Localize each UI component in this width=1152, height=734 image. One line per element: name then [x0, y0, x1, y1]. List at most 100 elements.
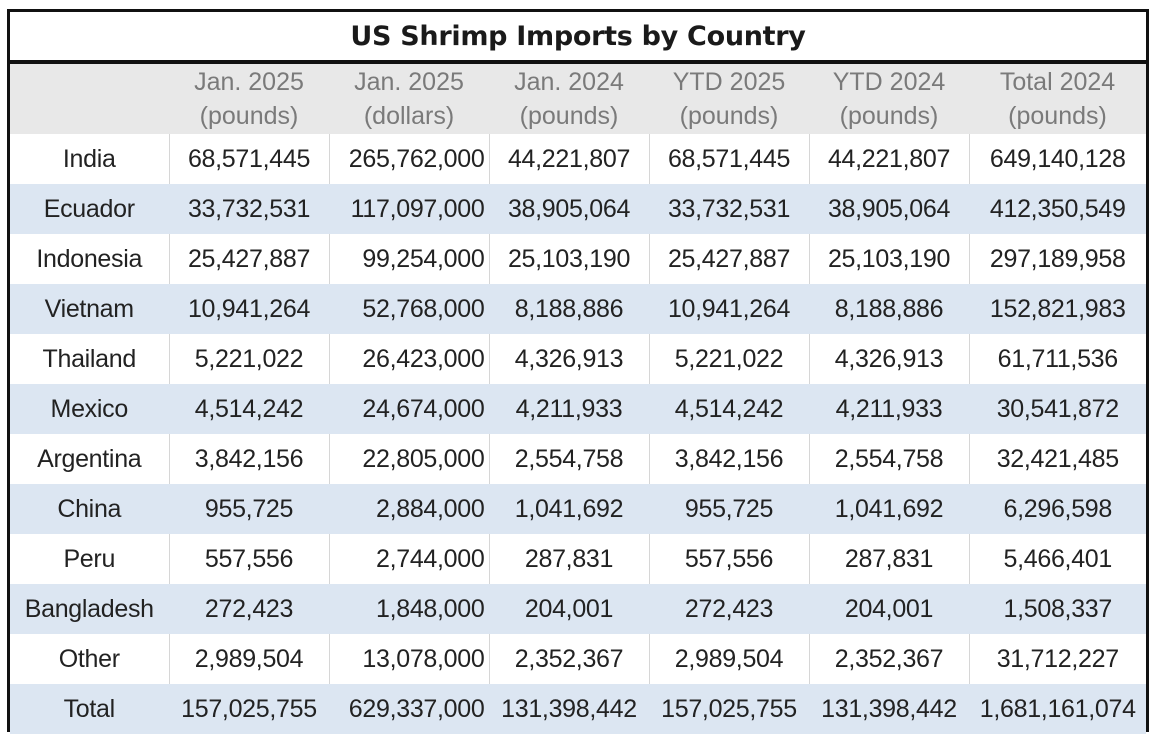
cell-jan2024-pounds: 25,103,190	[488, 234, 649, 284]
cell-ytd2025-pounds: 10,941,264	[648, 284, 809, 334]
header-jan2025-dollars: Jan. 2025 (dollars)	[329, 64, 489, 134]
total-row: Total 157,025,755 629,337,000 131,398,442 15…	[10, 684, 1146, 734]
cell-jan2024-pounds: 4,326,913	[488, 334, 649, 384]
shrimp-imports-table-frame: US Shrimp Imports by Country Jan. 2025 (p…	[7, 9, 1149, 734]
cell-ytd2024-pounds: 287,831	[808, 534, 969, 584]
header-row: Jan. 2025 (pounds) Jan. 2025 (dollars) Jan…	[10, 64, 1146, 134]
cell-country: Ecuador	[10, 184, 169, 234]
table-row: Peru 557,556 2,744,000 287,831 557,556 287,83…	[10, 534, 1146, 584]
cell-jan2024-pounds: 4,211,933	[488, 384, 649, 434]
cell-ytd2025-pounds: 5,221,022	[648, 334, 809, 384]
cell-jan2025-pounds: 68,571,445	[168, 134, 329, 184]
table-row: India 68,571,445 265,762,000 44,221,807 68,5…	[10, 134, 1146, 184]
cell-total2024-pounds: 31,712,227	[968, 634, 1146, 684]
cell-jan2025-dollars: 26,423,000	[328, 334, 489, 384]
cell-jan2025-pounds: 3,842,156	[168, 434, 329, 484]
cell-jan2025-dollars: 52,768,000	[328, 284, 489, 334]
cell-jan2025-dollars: 24,674,000	[328, 384, 489, 434]
cell-ytd2024-pounds: 4,326,913	[808, 334, 969, 384]
header-ytd2025-pounds: YTD 2025 (pounds)	[649, 64, 809, 134]
cell-ytd2024-pounds: 44,221,807	[808, 134, 969, 184]
table-title: US Shrimp Imports by Country	[10, 12, 1146, 64]
table-row: China 955,725 2,884,000 1,041,692 955,725 1,0…	[10, 484, 1146, 534]
imports-table: Jan. 2025 (pounds) Jan. 2025 (dollars) Jan…	[10, 64, 1146, 734]
cell-ytd2025-pounds: 955,725	[648, 484, 809, 534]
cell-jan2024-pounds: 2,554,758	[488, 434, 649, 484]
cell-jan2025-pounds: 2,989,504	[168, 634, 329, 684]
cell-ytd2025-pounds: 3,842,156	[648, 434, 809, 484]
cell-jan2025-pounds: 10,941,264	[168, 284, 329, 334]
table-body: India 68,571,445 265,762,000 44,221,807 68,5…	[10, 134, 1146, 734]
cell-ytd2025-pounds: 4,514,242	[648, 384, 809, 434]
table-row: Mexico 4,514,242 24,674,000 4,211,933 4,514,…	[10, 384, 1146, 434]
cell-country: Argentina	[10, 434, 169, 484]
cell-ytd2024-pounds: 131,398,442	[808, 684, 969, 734]
cell-total2024-pounds: 649,140,128	[968, 134, 1146, 184]
cell-total2024-pounds: 412,350,549	[968, 184, 1146, 234]
cell-total2024-pounds: 32,421,485	[968, 434, 1146, 484]
cell-jan2025-dollars: 13,078,000	[328, 634, 489, 684]
cell-total2024-pounds: 6,296,598	[968, 484, 1146, 534]
cell-ytd2025-pounds: 272,423	[648, 584, 809, 634]
cell-jan2025-pounds: 33,732,531	[168, 184, 329, 234]
cell-country: Mexico	[10, 384, 169, 434]
cell-jan2025-dollars: 2,744,000	[328, 534, 489, 584]
cell-jan2024-pounds: 44,221,807	[488, 134, 649, 184]
cell-country: Indonesia	[10, 234, 169, 284]
cell-jan2025-dollars: 1,848,000	[328, 584, 489, 634]
cell-jan2024-pounds: 8,188,886	[488, 284, 649, 334]
header-ytd2024-pounds: YTD 2024 (pounds)	[809, 64, 969, 134]
table-row: Argentina 3,842,156 22,805,000 2,554,758 3,8…	[10, 434, 1146, 484]
cell-ytd2024-pounds: 4,211,933	[808, 384, 969, 434]
cell-jan2024-pounds: 1,041,692	[488, 484, 649, 534]
cell-country: Peru	[10, 534, 169, 584]
cell-jan2024-pounds: 38,905,064	[488, 184, 649, 234]
cell-country: India	[10, 134, 169, 184]
cell-jan2024-pounds: 204,001	[488, 584, 649, 634]
header-jan2024-pounds: Jan. 2024 (pounds)	[489, 64, 649, 134]
cell-ytd2025-pounds: 557,556	[648, 534, 809, 584]
cell-total2024-pounds: 1,681,161,074	[968, 684, 1146, 734]
cell-total2024-pounds: 61,711,536	[968, 334, 1146, 384]
table-row: Other 2,989,504 13,078,000 2,352,367 2,989,5…	[10, 634, 1146, 684]
table-row: Indonesia 25,427,887 99,254,000 25,103,190 2…	[10, 234, 1146, 284]
cell-country: China	[10, 484, 169, 534]
cell-jan2025-dollars: 265,762,000	[328, 134, 489, 184]
header-country	[10, 64, 169, 134]
cell-total2024-pounds: 1,508,337	[968, 584, 1146, 634]
header-total2024-pounds: Total 2024 (pounds)	[969, 64, 1146, 134]
cell-jan2025-dollars: 117,097,000	[328, 184, 489, 234]
cell-total2024-pounds: 297,189,958	[968, 234, 1146, 284]
cell-country: Thailand	[10, 334, 169, 384]
cell-jan2025-dollars: 99,254,000	[328, 234, 489, 284]
cell-country: Other	[10, 634, 169, 684]
cell-ytd2024-pounds: 2,352,367	[808, 634, 969, 684]
header-jan2025-pounds: Jan. 2025 (pounds)	[169, 64, 329, 134]
cell-ytd2024-pounds: 2,554,758	[808, 434, 969, 484]
cell-jan2025-pounds: 955,725	[168, 484, 329, 534]
cell-jan2025-pounds: 5,221,022	[168, 334, 329, 384]
cell-jan2025-pounds: 557,556	[168, 534, 329, 584]
cell-jan2025-pounds: 272,423	[168, 584, 329, 634]
cell-total2024-pounds: 5,466,401	[968, 534, 1146, 584]
table-row: Bangladesh 272,423 1,848,000 204,001 272,423…	[10, 584, 1146, 634]
cell-ytd2024-pounds: 204,001	[808, 584, 969, 634]
cell-ytd2024-pounds: 25,103,190	[808, 234, 969, 284]
cell-jan2024-pounds: 287,831	[488, 534, 649, 584]
table-row: Vietnam 10,941,264 52,768,000 8,188,886 10,9…	[10, 284, 1146, 334]
cell-total2024-pounds: 152,821,983	[968, 284, 1146, 334]
cell-jan2025-pounds: 157,025,755	[168, 684, 329, 734]
cell-jan2025-pounds: 25,427,887	[168, 234, 329, 284]
cell-ytd2025-pounds: 68,571,445	[648, 134, 809, 184]
cell-ytd2025-pounds: 2,989,504	[648, 634, 809, 684]
cell-country: Total	[10, 684, 169, 734]
cell-ytd2025-pounds: 157,025,755	[648, 684, 809, 734]
cell-ytd2025-pounds: 33,732,531	[648, 184, 809, 234]
cell-ytd2024-pounds: 8,188,886	[808, 284, 969, 334]
cell-total2024-pounds: 30,541,872	[968, 384, 1146, 434]
cell-jan2025-dollars: 22,805,000	[328, 434, 489, 484]
cell-country: Bangladesh	[10, 584, 169, 634]
table-row: Ecuador 33,732,531 117,097,000 38,905,064 33…	[10, 184, 1146, 234]
cell-ytd2025-pounds: 25,427,887	[648, 234, 809, 284]
table-row: Thailand 5,221,022 26,423,000 4,326,913 5,22…	[10, 334, 1146, 384]
